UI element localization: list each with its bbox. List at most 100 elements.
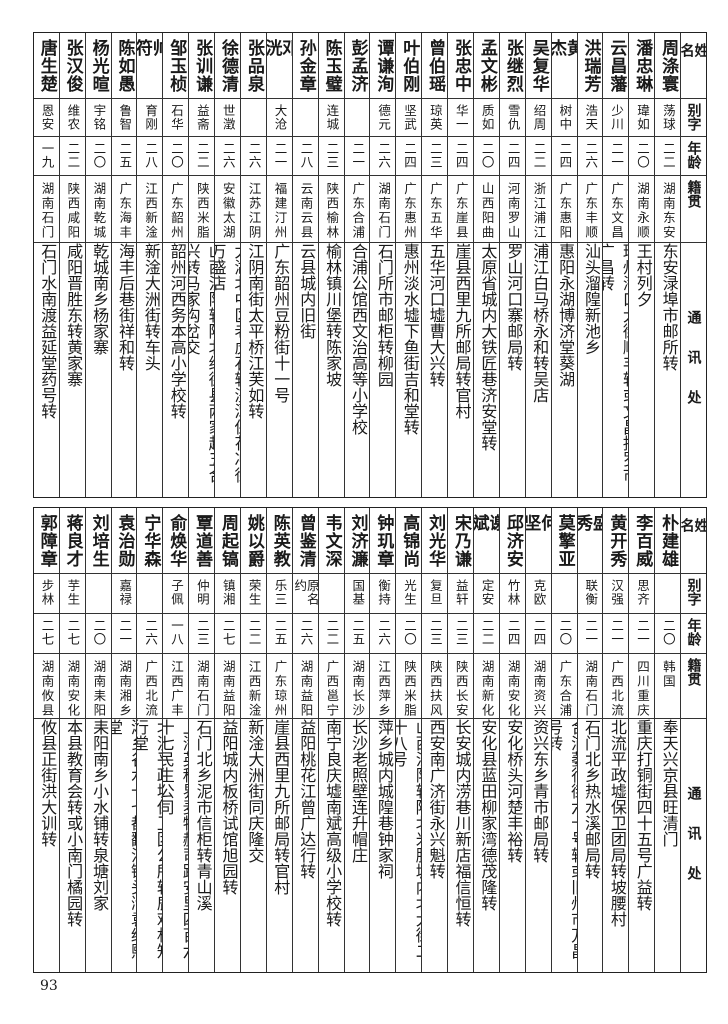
person-origin: 云南云县 xyxy=(298,182,314,240)
cell-origin: 广东文昌 xyxy=(603,176,629,243)
cell-name: 陈英教 xyxy=(266,508,292,574)
cell-age: 二一 xyxy=(603,614,629,654)
cell-origin: 湖南石门 xyxy=(577,654,603,719)
person-origin: 陕西米脂 xyxy=(402,660,417,718)
person-column: 刘光华 复旦 二三 陕西扶风 西安南广济街永兴魁转 xyxy=(421,508,448,972)
person-age: 二一 xyxy=(117,619,133,646)
person-alias: 复旦 xyxy=(427,579,443,606)
person-origin: 陕西咸阳 xyxy=(65,182,81,240)
cell-age: 二七 xyxy=(59,614,85,654)
person-name: 帅符 xyxy=(137,39,163,75)
cell-name: 帅符 xyxy=(137,33,163,99)
person-name: 周涤寰 xyxy=(658,39,679,93)
cell-address: 石门水南渡益延堂药号转 xyxy=(34,243,59,497)
cell-alias: 荡球 xyxy=(655,99,681,137)
cell-age: 二一 xyxy=(111,614,137,654)
person-name: 俞焕华 xyxy=(166,514,187,568)
cell-origin: 山西阳曲 xyxy=(473,176,499,243)
person-origin: 湖南攸县 xyxy=(39,660,55,718)
cell-alias xyxy=(240,99,266,137)
person-column: 张忠中 华一 二四 广东崖县 崖县西里九所邮局转官村 xyxy=(447,33,473,497)
person-address: 北流平政墟保卫团局转坡腰村 xyxy=(607,719,625,927)
person-column: 周涤寰 荡球 二二 湖南东安 东安渌埠市邮所转 xyxy=(654,33,681,497)
cell-alias: 子佩 xyxy=(163,574,189,614)
person-name: 叶伯刚 xyxy=(399,39,420,93)
person-age: 二一 xyxy=(609,619,625,646)
person-alias: 浩天 xyxy=(583,104,599,131)
person-origin: 陕西米脂 xyxy=(194,182,210,240)
cell-alias: 绍周 xyxy=(525,99,551,137)
person-alias: 少川 xyxy=(609,104,625,131)
person-name: 陈如愚 xyxy=(114,39,135,93)
header-label-origin: 籍贯 xyxy=(685,180,702,208)
cell-age: 一八 xyxy=(163,614,189,654)
person-address: 韶州河西务本高小学校转 xyxy=(167,243,185,419)
person-column: 韦文深 二二 广西邕宁 南宁良庆墟南斌高级小学校转 xyxy=(317,508,344,972)
person-origin: 广东五华 xyxy=(427,182,443,240)
person-column: 曾伯瑶 琼英 二三 广东五华 五华河口墟曹大兴转 xyxy=(421,33,448,497)
person-address: 广东韶州豆粉街十一号 xyxy=(271,243,289,403)
person-address: 石门所市邮柜转柳园 xyxy=(374,243,392,387)
cell-origin: 安徽太湖 xyxy=(215,176,240,243)
header-cell-address: 通讯处 xyxy=(681,719,706,972)
person-origin: 广东崖县 xyxy=(453,182,469,240)
person-alias: 世澂 xyxy=(220,104,236,131)
cell-origin: 广东琼州 xyxy=(266,654,292,719)
cell-alias: 光生 xyxy=(396,574,422,614)
cell-name: 俞焕华 xyxy=(163,508,189,574)
cell-age: 二七 xyxy=(215,614,240,654)
cell-origin: 河南罗山 xyxy=(499,176,525,243)
person-origin: 福建汀州 xyxy=(272,182,288,240)
cell-age: 二四 xyxy=(551,137,577,176)
person-age: 二二 xyxy=(246,619,262,646)
cell-age: 二二 xyxy=(655,137,681,176)
person-address: 浦江白马桥永和转吴店 xyxy=(530,243,548,403)
cell-origin: 广东合浦 xyxy=(344,176,370,243)
person-age: 二八 xyxy=(298,142,314,169)
cell-alias: 质如 xyxy=(473,99,499,137)
person-address: 奉天兴京县旺清门 xyxy=(659,719,677,847)
cell-name: 何坚 xyxy=(525,508,551,574)
person-column: 张训谦益斋二二陕西米脂山西汾阳转陕北绥德县两家赵五合兴转马家沟岔交 xyxy=(188,33,215,497)
cell-age: 二二 xyxy=(525,137,551,176)
cell-alias: 连城 xyxy=(318,99,344,137)
person-name: 姚以爵 xyxy=(243,514,264,568)
cell-name: 曾鉴清 xyxy=(292,508,318,574)
person-origin: 山西阳曲 xyxy=(479,182,495,240)
person-origin: 湖南新化 xyxy=(479,660,495,718)
person-alias: 步林 xyxy=(39,579,55,606)
cell-origin: 湖南资兴 xyxy=(525,654,551,719)
cell-age: 二一 xyxy=(344,137,370,176)
person-age: 二一 xyxy=(350,142,366,169)
cell-name: 钟玑章 xyxy=(370,508,396,574)
cell-address: 石门所市邮柜转柳园 xyxy=(370,243,395,497)
person-alias: 荡球 xyxy=(660,104,676,131)
cell-origin: 广东韶州 xyxy=(163,176,189,243)
person-address: 惠州淡水墟下鱼街吉和堂转 xyxy=(400,243,418,435)
person-address: 益阳城内板桥试馆旭园转 xyxy=(219,719,237,895)
cell-origin: 江苏江阴 xyxy=(240,176,266,243)
person-origin: 广东文昌 xyxy=(609,182,625,240)
cell-origin: 湖南攸县 xyxy=(33,654,59,719)
person-column: 俞焕华子佩一八江西广丰上海英租界麦特赫司路安里四百六十七民生公司 xyxy=(162,508,189,972)
person-address: 西安南广济街永兴魁转 xyxy=(426,719,444,879)
person-age: 二三 xyxy=(194,619,210,646)
cell-address: 新淦大洲街同庆隆交 xyxy=(241,719,266,972)
cell-origin: 陕西米脂 xyxy=(396,654,422,719)
cell-origin: 四川重庆 xyxy=(629,654,655,719)
person-origin: 广东丰顺 xyxy=(583,182,599,240)
person-column: 帅符 育刚 二八 江西新淦 新淦大洲街转车头 xyxy=(136,33,163,497)
cell-address: 太湖北中区老虎石转济潭保花冲徐万盛店 xyxy=(215,243,240,497)
person-address: 湘乡谷水十七都翻江锄头湾袁缉熙堂 xyxy=(111,719,137,959)
header-cell-name: 姓名 xyxy=(681,508,706,574)
cell-address: 惠州淡水墟下鱼街吉和堂转 xyxy=(396,243,421,497)
cell-alias: 益轩 xyxy=(448,574,473,614)
cell-name: 彭孟济 xyxy=(344,33,370,99)
cell-alias: 少川 xyxy=(603,99,629,137)
cell-address: 汕头溜隍新池乡 xyxy=(578,243,603,497)
cell-alias: 育刚 xyxy=(137,99,163,137)
person-alias: 大沧 xyxy=(272,104,288,131)
cell-alias: 德元 xyxy=(370,99,396,137)
person-column: 宁华森二六广西北流北流平政墟保卫团公所转鹿鸡村知行堂 xyxy=(136,508,163,972)
cell-address: 石门北乡泥市信柜转青山溪 xyxy=(189,719,214,972)
